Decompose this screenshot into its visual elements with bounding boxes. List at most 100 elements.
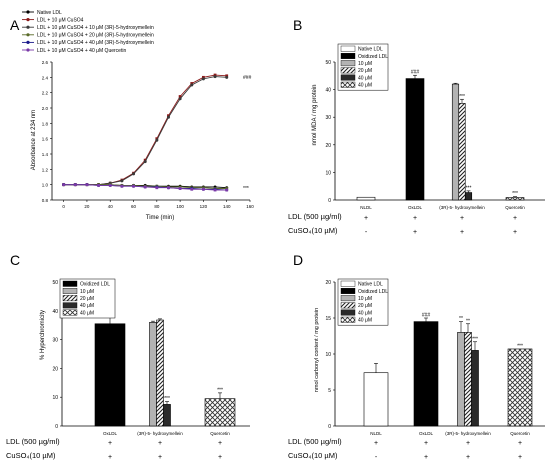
panel-c-y-tick-label: 10 — [52, 395, 58, 401]
panel-c-row1-sign: + — [158, 440, 162, 447]
panel-d: 0 5 10 15 20 NLDL + - OxLDL + + (3R)-5- hydroxymell… — [288, 278, 545, 461]
panel-a-point — [225, 74, 229, 78]
panel-c-legend-label: 20 μM — [80, 296, 94, 302]
panel-b-legend-label: 40 μM — [358, 75, 372, 81]
panel-b-group-label: (3R)-5- hydroxymellein — [439, 205, 485, 210]
panel-a-point — [225, 188, 229, 192]
panel-c: 0 10 20 30 40 50 OxLDL + + (3R)-5- hydroxymellein… — [6, 278, 250, 461]
panel-b-sig-label: *** — [512, 191, 518, 197]
panel-d-row1-sign: + — [518, 440, 522, 447]
panel-b-y-tick-label: 20 — [325, 143, 331, 149]
panel-a-legend-marker — [26, 25, 30, 29]
panel-d-legend-label: 20 μM — [358, 303, 372, 309]
panel-b-bar — [464, 192, 473, 201]
panel-b-row1-sign: + — [513, 215, 517, 222]
panel-c-bar — [149, 322, 157, 427]
panel-b-legend-swatch — [340, 81, 356, 88]
panel-a-y-tick-label: 1.2 — [42, 167, 49, 172]
panel-a-y-tick-label: 1.8 — [42, 121, 49, 126]
panel-d-row1-label: LDL (500 µg/ml) — [288, 437, 342, 446]
panel-b-sig-label: *** — [459, 94, 465, 100]
panel-b-bars: ### *** *** *** — [356, 70, 525, 201]
panel-b-row1-label: LDL (500 µg/ml) — [288, 212, 342, 221]
panel-a-legend-marker — [26, 48, 30, 52]
panel-a-point — [213, 73, 217, 77]
panel-d-sig-label: ** — [466, 318, 470, 324]
panel-c-row2-sign: + — [108, 454, 112, 461]
panel-c-y-tick-label: 30 — [52, 338, 58, 344]
panel-c-row2-sign: + — [218, 454, 222, 461]
panel-a-x-tick-label: 80 — [154, 204, 160, 209]
panel-d-sig-label: *** — [472, 336, 478, 342]
panel-c-legend-label: 10 μM — [80, 289, 94, 295]
panel-a-point — [213, 188, 217, 192]
panel-d-legend-label: Oxidized LDL — [358, 289, 388, 295]
panel-b-legend-label: Oxidized LDL — [358, 54, 388, 60]
panel-d-group-label: NLDL — [370, 431, 382, 436]
panel-c-bars: *** *** — [94, 311, 236, 427]
panel-a-x-tick-label: 140 — [223, 204, 231, 209]
panel-d-legend-swatch — [340, 288, 356, 294]
panel-d-bar — [413, 321, 439, 427]
panel-a-point — [213, 75, 217, 79]
panel-c-y-tick-label: 40 — [52, 309, 58, 315]
panel-d-sig-label: ### — [422, 313, 431, 319]
panel-c-y-tick-label: 0 — [55, 424, 58, 430]
panel-a-annot-hash: ### — [243, 75, 252, 81]
panel-c-legend-swatch — [62, 295, 78, 302]
panel-b-group-label: NLDL — [360, 205, 372, 210]
panel-c-group-label: Quercetin — [210, 431, 230, 436]
panel-b-legend-swatch — [340, 60, 356, 67]
panel-a-point — [155, 186, 159, 190]
panel-d-bar — [464, 332, 472, 427]
panel-d-sig-label: *** — [517, 343, 523, 349]
panel-d-y-tick-label: 5 — [328, 388, 331, 394]
panel-a-point — [85, 183, 89, 187]
panel-b-row2-sign: + — [460, 229, 464, 236]
panel-a-point — [120, 179, 124, 183]
panel-c-bar — [163, 404, 171, 427]
panel-a-x-tick-label: 0 — [62, 204, 65, 209]
panel-a-series — [62, 73, 229, 192]
panel-b-sig-label: ### — [411, 70, 420, 76]
panel-a-x-tick-label: 120 — [200, 204, 208, 209]
panel-c-y-tick-label: 20 — [52, 366, 58, 372]
panel-c-legend-swatch — [62, 302, 78, 309]
panel-b-ylabel: nmol MDA / mg protein — [312, 84, 318, 145]
panel-c-row1-sign: + — [218, 440, 222, 447]
panel-c-bar — [156, 319, 164, 427]
panel-c-row1-label: LDL (500 µg/ml) — [6, 437, 60, 446]
panel-a-point — [167, 186, 170, 190]
panel-a-point — [143, 160, 147, 164]
panel-d-row2-sign: + — [518, 454, 522, 461]
panel-d-legend-label: 40 μM — [358, 318, 372, 324]
panel-a-point — [73, 183, 77, 187]
panel-b-y-tick-label: 30 — [325, 115, 331, 121]
panel-b-legend-swatch — [340, 74, 356, 81]
panel-d-bar — [457, 332, 465, 427]
panel-b-legend-swatch — [340, 45, 356, 52]
panel-b-letter: B — [293, 17, 302, 33]
panel-d-row1-sign: + — [424, 440, 428, 447]
panel-a: 0.8 1.0 1.2 1.4 1.6 1.8 2.0 2.2 2.4 2.6 0 20 40 60 80 1… — [22, 10, 254, 221]
panel-a-y-tick-label: 0.8 — [42, 198, 49, 203]
panel-a-point — [143, 185, 147, 189]
panel-b-legend-label: Native LDL — [358, 47, 383, 53]
panel-d-bar — [471, 350, 479, 427]
panel-c-legend-label: 40 μM — [80, 310, 94, 316]
panel-b-legend-label: 20 μM — [358, 68, 372, 74]
panel-b-sig-label: *** — [466, 185, 472, 191]
panel-b-row1-sign: + — [460, 215, 464, 222]
panel-a-legend-marker — [26, 40, 30, 45]
panel-d-legend-swatch — [340, 316, 356, 323]
panel-c-group-label: OxLDL — [103, 431, 118, 436]
panel-a-x-tick-label: 60 — [131, 204, 137, 209]
panel-a-legend-marker — [26, 18, 30, 22]
panel-d-row2-sign: + — [424, 454, 428, 461]
panel-a-point — [202, 75, 205, 79]
panel-a-point — [178, 185, 182, 189]
